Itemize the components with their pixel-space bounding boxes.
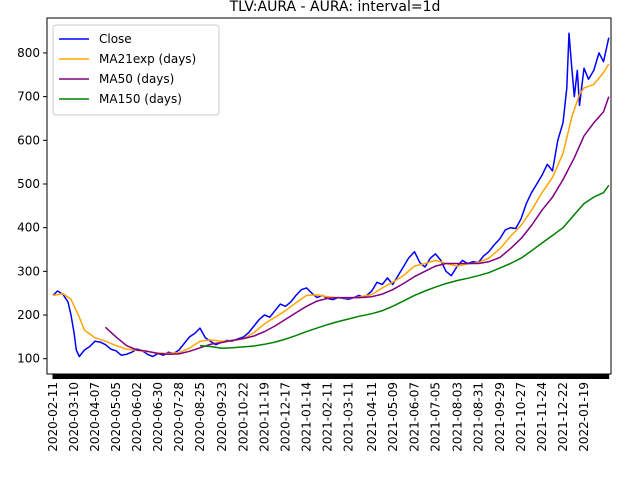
x-tick-label-17: 2021-06-07 [408,382,422,452]
y-tick-label-1: 200 [17,308,40,322]
y-tick-label-5: 600 [17,133,40,147]
legend-label-2: MA50 (days) [99,72,174,86]
x-tick-label-6: 2020-07-28 [172,382,186,452]
x-tick-label-22: 2021-10-27 [514,382,528,452]
legend-label-0: Close [99,32,132,46]
x-tick-label-2: 2020-04-07 [88,382,102,452]
series-line-2 [104,96,610,356]
x-tick-label-0: 2020-02-11 [46,382,60,452]
legend: Close MA21exp (days) MA50 (days) MA150 (day… [52,24,220,116]
x-tick-label-12: 2021-01-14 [300,382,314,452]
x-tick-label-3: 2020-05-05 [109,382,123,452]
x-tick-label-13: 2021-02-11 [321,382,335,452]
x-tick-label-25: 2022-01-19 [577,382,591,452]
y-tick-label-4: 500 [17,177,40,191]
legend-label-3: MA150 (days) [99,92,182,106]
y-tick-label-0: 100 [17,352,40,366]
series-line-3 [199,184,610,349]
legend-label-1: MA21exp (days) [99,52,196,66]
series-layer [52,32,610,358]
y-tick-label-7: 800 [17,46,40,60]
x-tick-label-9: 2020-10-22 [237,382,251,452]
x-tick-label-23: 2021-11-24 [535,382,549,452]
x-axis: 2020-02-11 2020-03-10 2020-04-07 2020-05-05… [46,374,610,452]
x-tick-label-14: 2021-03-11 [342,382,356,452]
x-tick-label-10: 2020-11-19 [258,382,272,452]
x-tick-label-11: 2020-12-17 [279,382,293,452]
x-tick-label-8: 2020-09-23 [215,382,229,452]
x-tick-label-16: 2021-05-09 [386,382,400,452]
y-tick-label-2: 300 [17,264,40,278]
x-tick-label-18: 2021-07-05 [429,382,443,452]
y-tick-label-6: 700 [17,90,40,104]
x-tick-label-1: 2020-03-10 [67,382,81,452]
y-axis: 100 200 300 400 500 600 700 800 [17,46,47,366]
chart-title: TLV:AURA - AURA: interval=1d [229,0,441,15]
x-tick-label-4: 2020-06-02 [130,382,144,452]
x-tick-label-21: 2021-09-29 [493,382,507,452]
y-tick-label-3: 400 [17,221,40,235]
x-tick-label-15: 2021-04-11 [365,382,379,452]
legend-box [52,24,220,116]
x-tick-label-20: 2021-08-31 [471,382,485,452]
x-tick-label-5: 2020-06-30 [151,382,165,452]
x-tick-label-24: 2021-12-22 [556,382,570,452]
x-minor-tick-band [52,374,610,379]
x-tick-label-19: 2021-08-03 [450,382,464,452]
x-tick-label-7: 2020-08-25 [193,382,207,452]
